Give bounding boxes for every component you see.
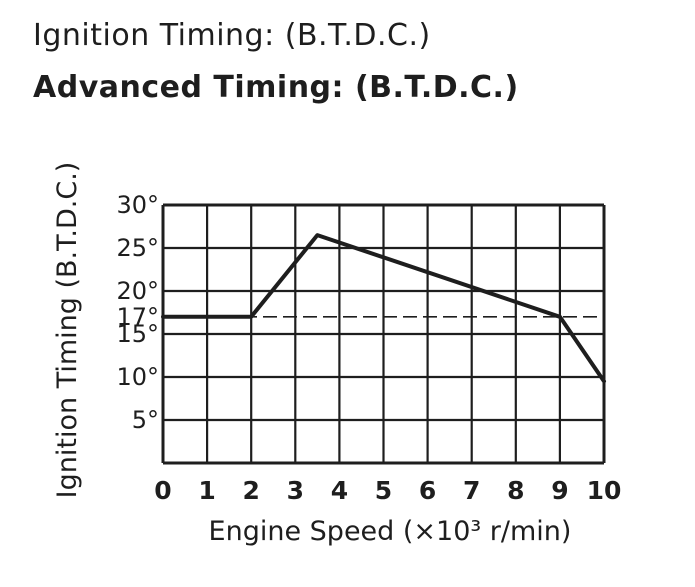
advanced-timing-heading: Advanced Timing: (B.T.D.C.): [33, 70, 519, 105]
y-tick-label: 10°: [116, 363, 159, 391]
x-tick-label: 4: [331, 476, 348, 505]
y-tick-labels: 5° 10° 15°17°20° 25° 30°: [116, 191, 159, 434]
chart-series: [161, 233, 606, 384]
chart-grid: [161, 203, 606, 465]
x-tick-label: 9: [551, 476, 568, 505]
x-tick-label: 3: [287, 476, 304, 505]
x-tick-labels: 0 1 2 3 4 5 6 7 8 9 10: [154, 476, 621, 505]
x-tick-label: 7: [463, 476, 480, 505]
x-tick-label: 10: [587, 476, 622, 505]
series-line: [161, 233, 606, 384]
y-tick-label: 20°: [116, 277, 159, 305]
y-tick-label: 25°: [116, 234, 159, 262]
x-tick-label: 8: [507, 476, 524, 505]
y-tick-label: 5°: [132, 406, 159, 434]
x-tick-label: 6: [419, 476, 436, 505]
x-tick-label: 1: [198, 476, 215, 505]
y-axis-label: Ignition Timing (B.T.D.C.): [52, 162, 83, 499]
y-tick-label: 17°: [116, 303, 159, 331]
y-tick-label: 15°: [116, 320, 159, 348]
x-tick-label: 5: [375, 476, 392, 505]
y-tick-label: 30°: [116, 191, 159, 219]
x-axis-label: Engine Speed (×10³ r/min): [209, 516, 572, 547]
x-tick-label: 2: [242, 476, 259, 505]
ignition-timing-heading: Ignition Timing: (B.T.D.C.): [33, 18, 431, 53]
x-tick-label: 0: [154, 476, 171, 505]
